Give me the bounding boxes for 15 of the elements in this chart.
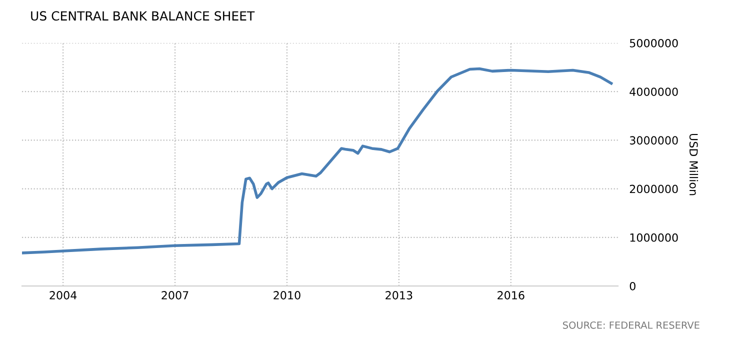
y-tick-label: 0 [630, 282, 636, 290]
y-tick-label: 4000000 [630, 88, 678, 96]
source-note: SOURCE: FEDERAL RESERVE [563, 321, 700, 329]
x-tick-label: 2010 [274, 291, 300, 300]
y-tick-label: 1000000 [630, 233, 678, 242]
x-tick-label: 2016 [498, 291, 524, 300]
x-tick-label: 2013 [386, 291, 412, 300]
x-tick-label: 2004 [50, 291, 77, 300]
y-tick-label: 2000000 [630, 184, 678, 194]
chart-title: US CENTRAL BANK BALANCE SHEET [31, 11, 255, 21]
x-tick-label: 2007 [162, 291, 188, 300]
y-tick-label: 3000000 [630, 136, 678, 145]
y-tick-label: 5000000 [630, 38, 678, 48]
y-axis-title: USD Million [689, 134, 698, 196]
line-series [22, 67, 613, 254]
